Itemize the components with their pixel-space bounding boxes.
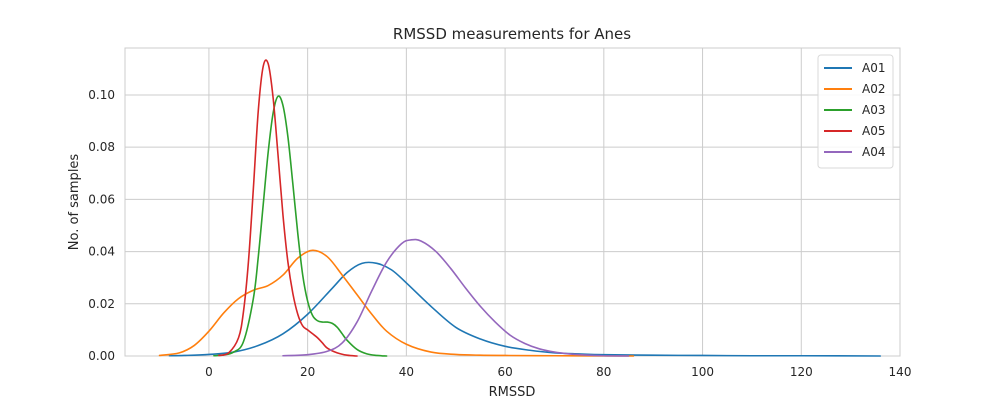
chart-title: RMSSD measurements for Anes: [393, 25, 631, 43]
x-tick-label: 120: [790, 365, 813, 379]
y-tick-label: 0.06: [88, 192, 115, 206]
legend-label-a02: A02: [862, 82, 885, 96]
y-tick-label: 0.04: [88, 245, 115, 259]
series-lines: [158, 59, 882, 357]
legend-label-a05: A05: [862, 124, 885, 138]
legend-box: [817, 54, 894, 169]
x-tick-label: 140: [889, 365, 912, 379]
x-tick-label: 20: [300, 365, 315, 379]
y-tick-label: 0.08: [88, 140, 115, 154]
series-line-a02: [158, 249, 635, 357]
x-tick-label: 40: [399, 365, 414, 379]
x-tick-label: 60: [497, 365, 512, 379]
y-axis-label: No. of samples: [67, 154, 82, 251]
x-tick-labels: 0 20 40 60 80 100 120 140: [205, 365, 911, 379]
series-line-a03: [213, 95, 388, 357]
x-tick-label: 100: [691, 365, 714, 379]
plot-frame: [124, 47, 901, 357]
x-tick-label: 0: [205, 365, 213, 379]
series-line-a01: [168, 261, 882, 357]
series-line-a05: [217, 59, 358, 357]
plot-area: [124, 47, 901, 357]
legend-label-a03: A03: [862, 103, 885, 117]
grid-lines: [125, 48, 901, 357]
legend-label-a01: A01: [862, 61, 885, 75]
y-tick-label: 0.00: [88, 349, 115, 363]
y-tick-label: 0.02: [88, 297, 115, 311]
x-tick-label: 80: [596, 365, 611, 379]
x-axis-label: RMSSD: [489, 385, 536, 400]
y-tick-label: 0.10: [88, 88, 115, 102]
series-line-a04: [282, 238, 630, 357]
legend-label-a04: A04: [862, 145, 885, 159]
legend: A01 A02 A03 A05 A04: [817, 54, 894, 169]
y-tick-labels: 0.00 0.02 0.04 0.06 0.08 0.10: [88, 88, 115, 363]
